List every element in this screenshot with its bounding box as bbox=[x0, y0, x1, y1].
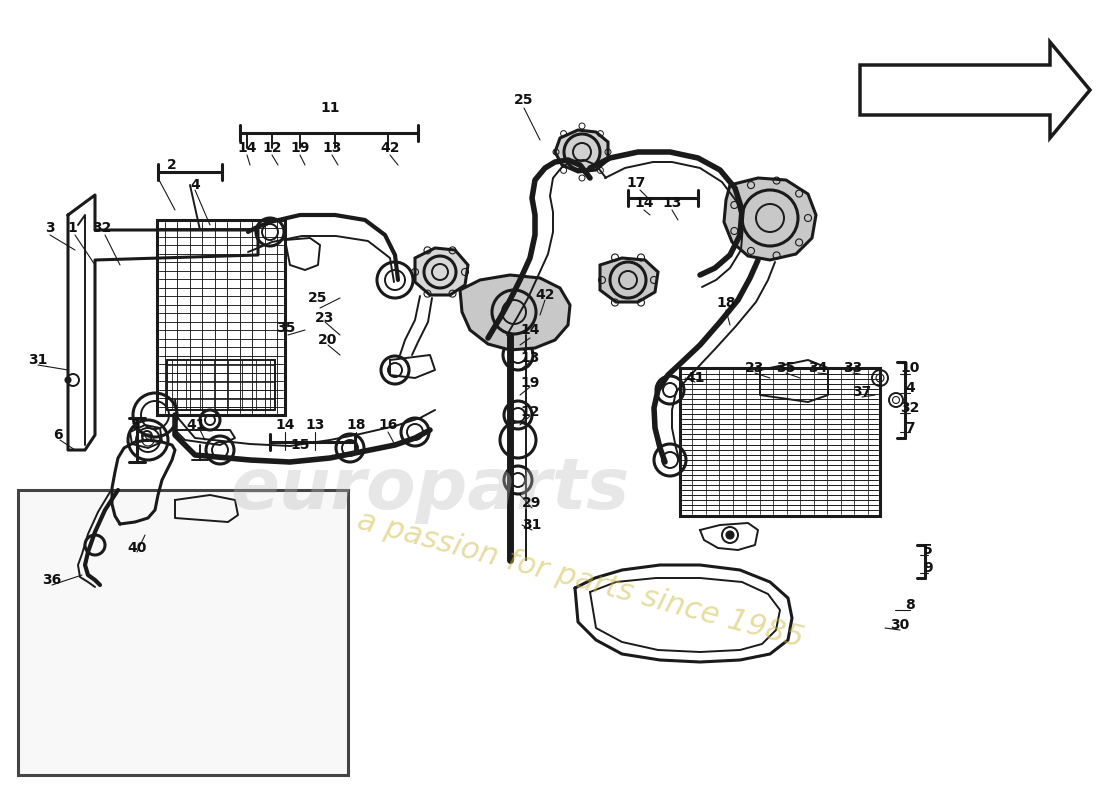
Text: 35: 35 bbox=[777, 361, 795, 375]
Polygon shape bbox=[460, 275, 570, 350]
Text: 29: 29 bbox=[522, 496, 541, 510]
Text: 34: 34 bbox=[808, 361, 827, 375]
Circle shape bbox=[65, 377, 72, 383]
Text: 2: 2 bbox=[167, 158, 177, 172]
Text: 19: 19 bbox=[290, 141, 310, 155]
Text: 15: 15 bbox=[290, 438, 310, 452]
Text: 4: 4 bbox=[190, 178, 200, 192]
Text: 23: 23 bbox=[316, 311, 334, 325]
Text: 31: 31 bbox=[29, 353, 47, 367]
Text: 14: 14 bbox=[635, 196, 653, 210]
Bar bbox=[680, 368, 880, 516]
Polygon shape bbox=[860, 42, 1090, 138]
Text: 42: 42 bbox=[381, 141, 399, 155]
Text: 30: 30 bbox=[890, 618, 910, 632]
Text: 13: 13 bbox=[306, 418, 324, 432]
Text: 31: 31 bbox=[522, 518, 541, 532]
Text: 14: 14 bbox=[275, 418, 295, 432]
Text: europarts: europarts bbox=[230, 455, 629, 525]
Text: 41: 41 bbox=[685, 371, 705, 385]
Text: 32: 32 bbox=[92, 221, 112, 235]
Text: 5: 5 bbox=[923, 543, 933, 557]
Polygon shape bbox=[556, 130, 608, 172]
Text: 9: 9 bbox=[923, 561, 933, 575]
Text: 17: 17 bbox=[626, 176, 646, 190]
Text: 6: 6 bbox=[53, 428, 63, 442]
Bar bbox=[167, 360, 275, 410]
Text: 40: 40 bbox=[128, 541, 146, 555]
Text: 42: 42 bbox=[536, 288, 554, 302]
Text: a passion for parts since 1985: a passion for parts since 1985 bbox=[353, 506, 806, 654]
Text: 36: 36 bbox=[43, 573, 62, 587]
Text: 12: 12 bbox=[520, 405, 540, 419]
Circle shape bbox=[726, 531, 734, 539]
Text: 5: 5 bbox=[131, 418, 141, 432]
Text: 41: 41 bbox=[186, 418, 206, 432]
Bar bbox=[157, 220, 285, 415]
Text: 14: 14 bbox=[520, 323, 540, 337]
Bar bbox=[18, 490, 348, 775]
Text: 1: 1 bbox=[67, 221, 77, 235]
Text: 13: 13 bbox=[520, 351, 540, 365]
Polygon shape bbox=[415, 248, 468, 295]
Text: 13: 13 bbox=[662, 196, 682, 210]
Polygon shape bbox=[724, 178, 816, 260]
Text: 12: 12 bbox=[262, 141, 282, 155]
Text: 10: 10 bbox=[900, 361, 920, 375]
Text: 19: 19 bbox=[520, 376, 540, 390]
Text: 25: 25 bbox=[308, 291, 328, 305]
Text: 3: 3 bbox=[45, 221, 55, 235]
Polygon shape bbox=[600, 258, 658, 302]
Text: 20: 20 bbox=[318, 333, 338, 347]
Text: 18: 18 bbox=[346, 418, 365, 432]
Text: 14: 14 bbox=[238, 141, 256, 155]
Text: 13: 13 bbox=[322, 141, 342, 155]
Text: 35: 35 bbox=[276, 321, 296, 335]
Text: 32: 32 bbox=[900, 401, 920, 415]
Text: 37: 37 bbox=[852, 385, 871, 399]
Text: 33: 33 bbox=[844, 361, 862, 375]
Text: 25: 25 bbox=[515, 93, 534, 107]
Text: 18: 18 bbox=[716, 296, 736, 310]
Text: 4: 4 bbox=[905, 381, 915, 395]
Text: 23: 23 bbox=[746, 361, 764, 375]
Text: 7: 7 bbox=[905, 421, 915, 435]
Text: 8: 8 bbox=[905, 598, 915, 612]
Text: 16: 16 bbox=[378, 418, 398, 432]
Text: 11: 11 bbox=[320, 101, 340, 115]
